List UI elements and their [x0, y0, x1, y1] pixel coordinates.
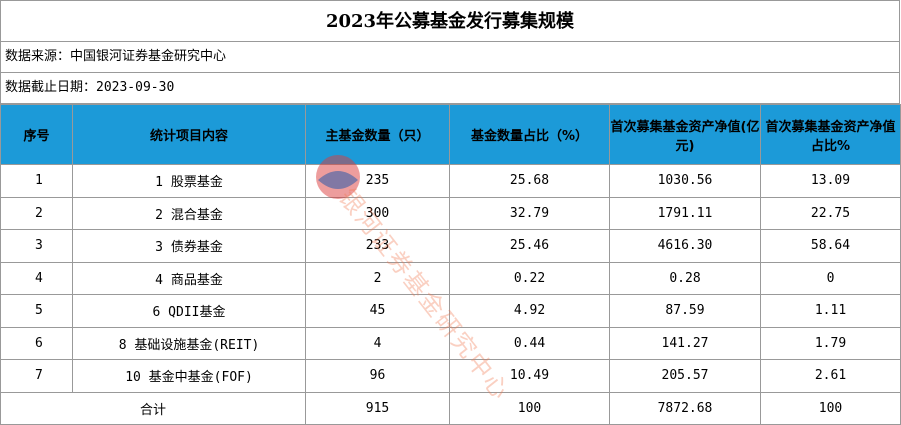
table-cell: 13.09 — [760, 164, 901, 198]
table-cell: 1030.56 — [609, 164, 761, 198]
table-cell: 22.75 — [760, 196, 901, 230]
header-cell: 序号 — [0, 104, 73, 165]
total-cell: 7872.68 — [609, 391, 761, 425]
total-cell: 915 — [305, 391, 450, 425]
table-cell: 4616.30 — [609, 229, 761, 263]
table-cell: 233 — [305, 229, 450, 263]
table-cell: 7 — [0, 359, 73, 393]
table-cell: 300 — [305, 196, 450, 230]
table-cell: 2.61 — [760, 359, 901, 393]
table-cell: 141.27 — [609, 326, 761, 360]
table-cell: 45 — [305, 294, 450, 328]
table-cell: 1791.11 — [609, 196, 761, 230]
table-cell: 4.92 — [449, 294, 610, 328]
total-cell: 合计 — [0, 391, 306, 425]
table-cell: 1 股票基金 — [72, 164, 306, 198]
table-cell: 3 债券基金 — [72, 229, 306, 263]
table-cell: 0.28 — [609, 261, 761, 295]
title: 2023年公募基金发行募集规模 — [0, 0, 900, 42]
table-cell: 4 — [305, 326, 450, 360]
total-cell: 100 — [760, 391, 901, 425]
header-row: 序号 统计项目内容 主基金数量（只） 基金数量占比（%） 首次募集基金资产净值(亿元) 首… — [0, 104, 901, 165]
table-cell: 6 — [0, 326, 73, 360]
table-cell: 25.46 — [449, 229, 610, 263]
table-cell: 5 — [0, 294, 73, 328]
table-cell: 32.79 — [449, 196, 610, 230]
total-cell: 100 — [449, 391, 610, 425]
table-cell: 6 QDII基金 — [72, 294, 306, 328]
table-cell: 205.57 — [609, 359, 761, 393]
table-cell: 1.11 — [760, 294, 901, 328]
date: 数据截止日期：2023-09-30 — [0, 73, 900, 104]
table-cell: 0.22 — [449, 261, 610, 295]
header-cell: 主基金数量（只） — [305, 104, 450, 165]
table-row: 7 10 基金中基金(FOF) 96 10.49 205.57 2.61 — [0, 359, 901, 393]
header-cell: 基金数量占比（%） — [449, 104, 610, 165]
header-cell: 统计项目内容 — [72, 104, 306, 165]
table-cell: 2 — [305, 261, 450, 295]
header-cell: 首次募集基金资产净值(亿元) — [609, 104, 761, 165]
logo — [316, 155, 360, 199]
table-cell: 87.59 — [609, 294, 761, 328]
table-cell: 0.44 — [449, 326, 610, 360]
table-cell: 8 基础设施基金(REIT) — [72, 326, 306, 360]
table-cell: 4 — [0, 261, 73, 295]
header-cell: 首次募集基金资产净值占比% — [760, 104, 901, 165]
source: 数据来源：中国银河证券基金研究中心 — [0, 42, 900, 73]
table-cell: 25.68 — [449, 164, 610, 198]
total-row: 合计 915 100 7872.68 100 — [0, 391, 901, 425]
table-cell: 10.49 — [449, 359, 610, 393]
table-cell: 0 — [760, 261, 901, 295]
table-cell: 3 — [0, 229, 73, 263]
table-cell: 58.64 — [760, 229, 901, 263]
logo-wave — [318, 171, 358, 189]
table-cell: 10 基金中基金(FOF) — [72, 359, 306, 393]
table-cell: 1.79 — [760, 326, 901, 360]
table-cell: 2 — [0, 196, 73, 230]
table-cell: 1 — [0, 164, 73, 198]
table-cell: 2 混合基金 — [72, 196, 306, 230]
data-table: 序号 统计项目内容 主基金数量（只） 基金数量占比（%） 首次募集基金资产净值(亿元) 首… — [0, 104, 901, 425]
table-cell: 96 — [305, 359, 450, 393]
table-cell: 4 商品基金 — [72, 261, 306, 295]
